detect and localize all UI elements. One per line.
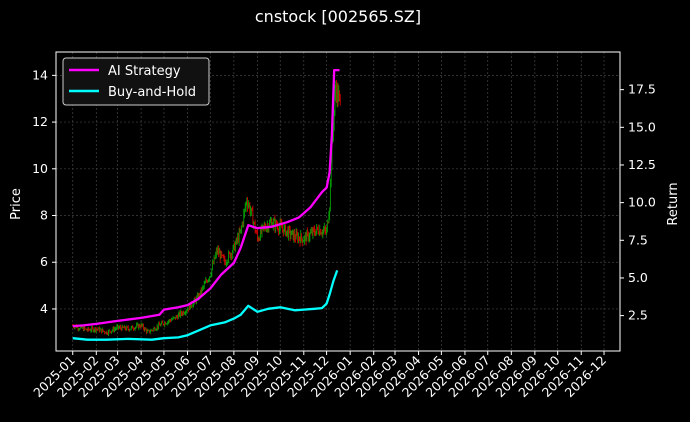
y-tick-label-right: 10.0	[628, 195, 656, 210]
y-tick-label-right: 15.0	[628, 119, 656, 134]
y-tick-label-right: 7.5	[628, 232, 648, 247]
plot-frame	[55, 51, 621, 352]
y-axis-right: 2.5 5.0 7.5 10.0 12.5 15.0 17.5	[620, 82, 656, 323]
y-tick-label-left: 6	[40, 254, 48, 269]
price-candles	[72, 80, 341, 336]
legend-label-buy-and-hold: Buy-and-Hold	[108, 85, 196, 100]
y-tick-label-left: 4	[40, 301, 48, 316]
y-tick-label-right: 5.0	[628, 270, 648, 285]
y-tick-label-right: 2.5	[628, 308, 648, 323]
chart-title: cnstock [002565.SZ]	[255, 7, 421, 26]
series-lines	[72, 68, 340, 341]
series-line-ai-strategy	[72, 68, 340, 328]
y-tick-label-left: 8	[40, 208, 48, 223]
legend-label-ai-strategy: AI Strategy	[108, 64, 181, 79]
series-line-buy-and-hold	[72, 270, 339, 341]
y-tick-label-left: 12	[32, 114, 48, 129]
y-tick-label-right: 12.5	[628, 157, 656, 172]
y-axis-left: 4 6 8 10 12 14	[32, 67, 56, 316]
y-axis-left-label: Price	[9, 188, 24, 220]
y-tick-label-right: 17.5	[628, 82, 656, 97]
legend-box	[62, 57, 210, 106]
y-tick-label-left: 10	[32, 161, 48, 176]
y-tick-label-left: 14	[32, 67, 48, 82]
legend: AI Strategy Buy-and-Hold	[62, 57, 210, 106]
y-axis-right-label: Return	[666, 182, 681, 225]
